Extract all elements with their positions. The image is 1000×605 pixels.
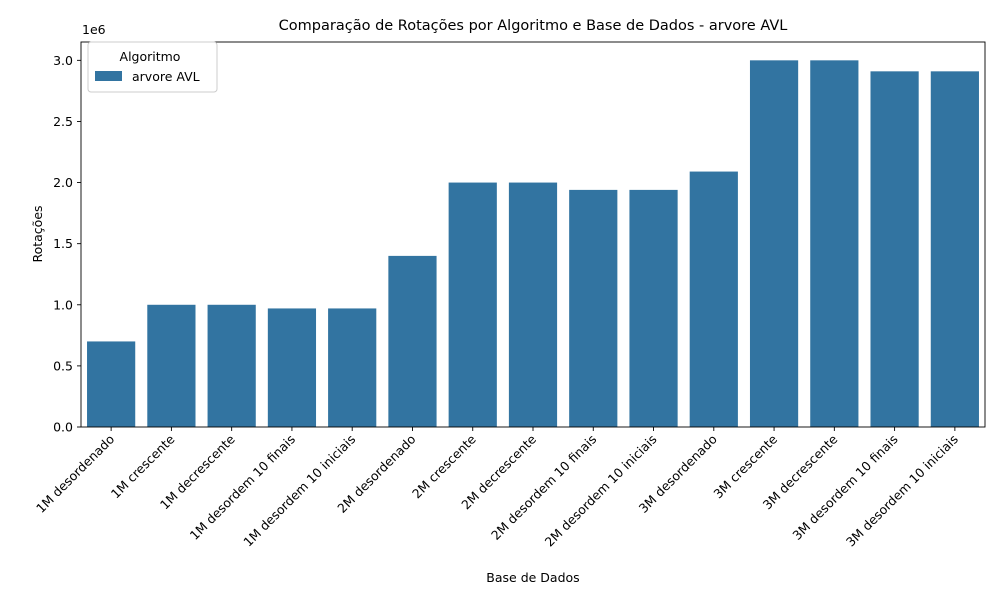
x-tick-label: 1M desordem 10 iniciais (240, 432, 358, 550)
bar-1m-desordem-10-finais (267, 308, 317, 427)
bar-2m-decrescente (508, 182, 558, 427)
bars-layer (87, 60, 979, 427)
y-tick-label: 3.0 (53, 53, 73, 68)
x-tick-label: 2M desordem 10 iniciais (542, 432, 660, 550)
bar-1m-decrescente (207, 304, 256, 427)
y-tick-label: 0.0 (53, 420, 73, 435)
y-axis-label: Rotações (30, 205, 45, 262)
bar-3m-desordenado (689, 171, 738, 427)
x-tick-label: 1M desordem 10 finais (187, 432, 298, 543)
legend-label: arvore AVL (132, 69, 200, 84)
legend-title: Algoritmo (120, 49, 181, 64)
bar-1m-desordenado (87, 341, 136, 427)
y-tick-label: 2.0 (53, 175, 73, 190)
y-tick-label: 2.5 (53, 114, 73, 129)
bar-2m-desordem-10-iniciais (629, 189, 678, 427)
y-tick-label: 0.5 (53, 358, 73, 373)
y-tick-label: 1.0 (53, 297, 73, 312)
y-axis-ticks: 0.0 0.5 1.0 1.5 2.0 2.5 3.0 (53, 53, 81, 435)
x-tick-label: 3M desordem 10 iniciais (843, 432, 961, 550)
bar-1m-crescente (147, 304, 196, 427)
bar-3m-desordem-10-finais (870, 71, 919, 427)
y-tick-label: 1.5 (53, 236, 73, 251)
bar-3m-desordem-10-iniciais (930, 71, 979, 427)
plot-frame (80, 41, 986, 428)
bar-3m-decrescente (810, 60, 859, 427)
x-tick-label: 3M desordem 10 finais (789, 432, 900, 543)
y-axis-offset-label: 1e6 (82, 22, 106, 37)
legend: Algoritmo arvore AVL (87, 41, 218, 93)
bar-2m-desordem-10-finais (569, 189, 618, 427)
x-tick-label: 1M desordenado (33, 432, 117, 516)
bar-2m-crescente (448, 182, 497, 427)
x-tick-label: 2M desordem 10 finais (488, 432, 599, 543)
bar-1m-desordem-10-iniciais (328, 308, 377, 427)
chart-title: Comparação de Rotações por Algoritmo e B… (279, 18, 788, 34)
x-axis-label: Base de Dados (486, 570, 579, 585)
bar-3m-crescente (749, 60, 799, 427)
legend-swatch (95, 71, 122, 81)
bar-2m-desordenado (388, 255, 437, 427)
